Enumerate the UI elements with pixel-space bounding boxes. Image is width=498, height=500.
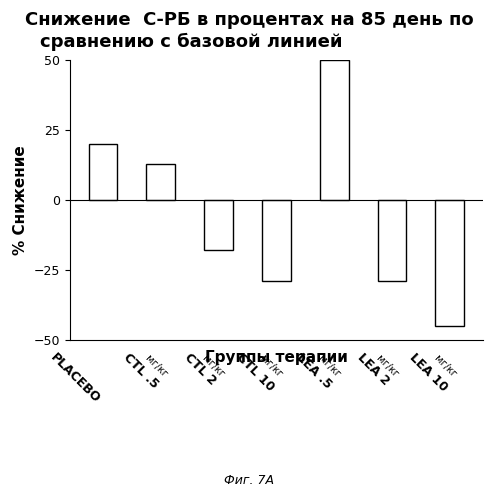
Text: Снижение  С-РБ в процентах на 85 день по: Снижение С-РБ в процентах на 85 день по (25, 11, 473, 29)
Bar (435, 200, 464, 326)
X-axis label: Группы терапии: Группы терапии (205, 350, 348, 366)
Text: мг/кг: мг/кг (199, 351, 227, 380)
Text: сравнению с базовой линией: сравнению с базовой линией (40, 32, 342, 50)
Bar (262, 200, 291, 281)
Text: мг/кг: мг/кг (372, 351, 400, 380)
Bar (204, 200, 233, 250)
Text: PLACEBO: PLACEBO (48, 351, 103, 406)
Bar (146, 164, 175, 200)
Text: мг/кг: мг/кг (256, 351, 285, 380)
Text: CTL 10: CTL 10 (234, 351, 276, 394)
Text: мг/кг: мг/кг (314, 351, 343, 380)
Text: Фиг. 7А: Фиг. 7А (224, 474, 274, 488)
Text: CTL .5: CTL .5 (121, 351, 161, 391)
Text: LEA 2: LEA 2 (355, 351, 392, 388)
Bar (320, 60, 349, 200)
Text: CTL 2: CTL 2 (182, 351, 219, 388)
Text: мг/кг: мг/кг (430, 351, 458, 380)
Bar (89, 144, 118, 200)
Bar (377, 200, 406, 281)
Text: LEA .5: LEA .5 (294, 351, 334, 392)
Text: мг/кг: мг/кг (141, 351, 169, 380)
Text: LEA 10: LEA 10 (407, 351, 450, 394)
Y-axis label: % Снижение: % Снижение (13, 145, 28, 255)
